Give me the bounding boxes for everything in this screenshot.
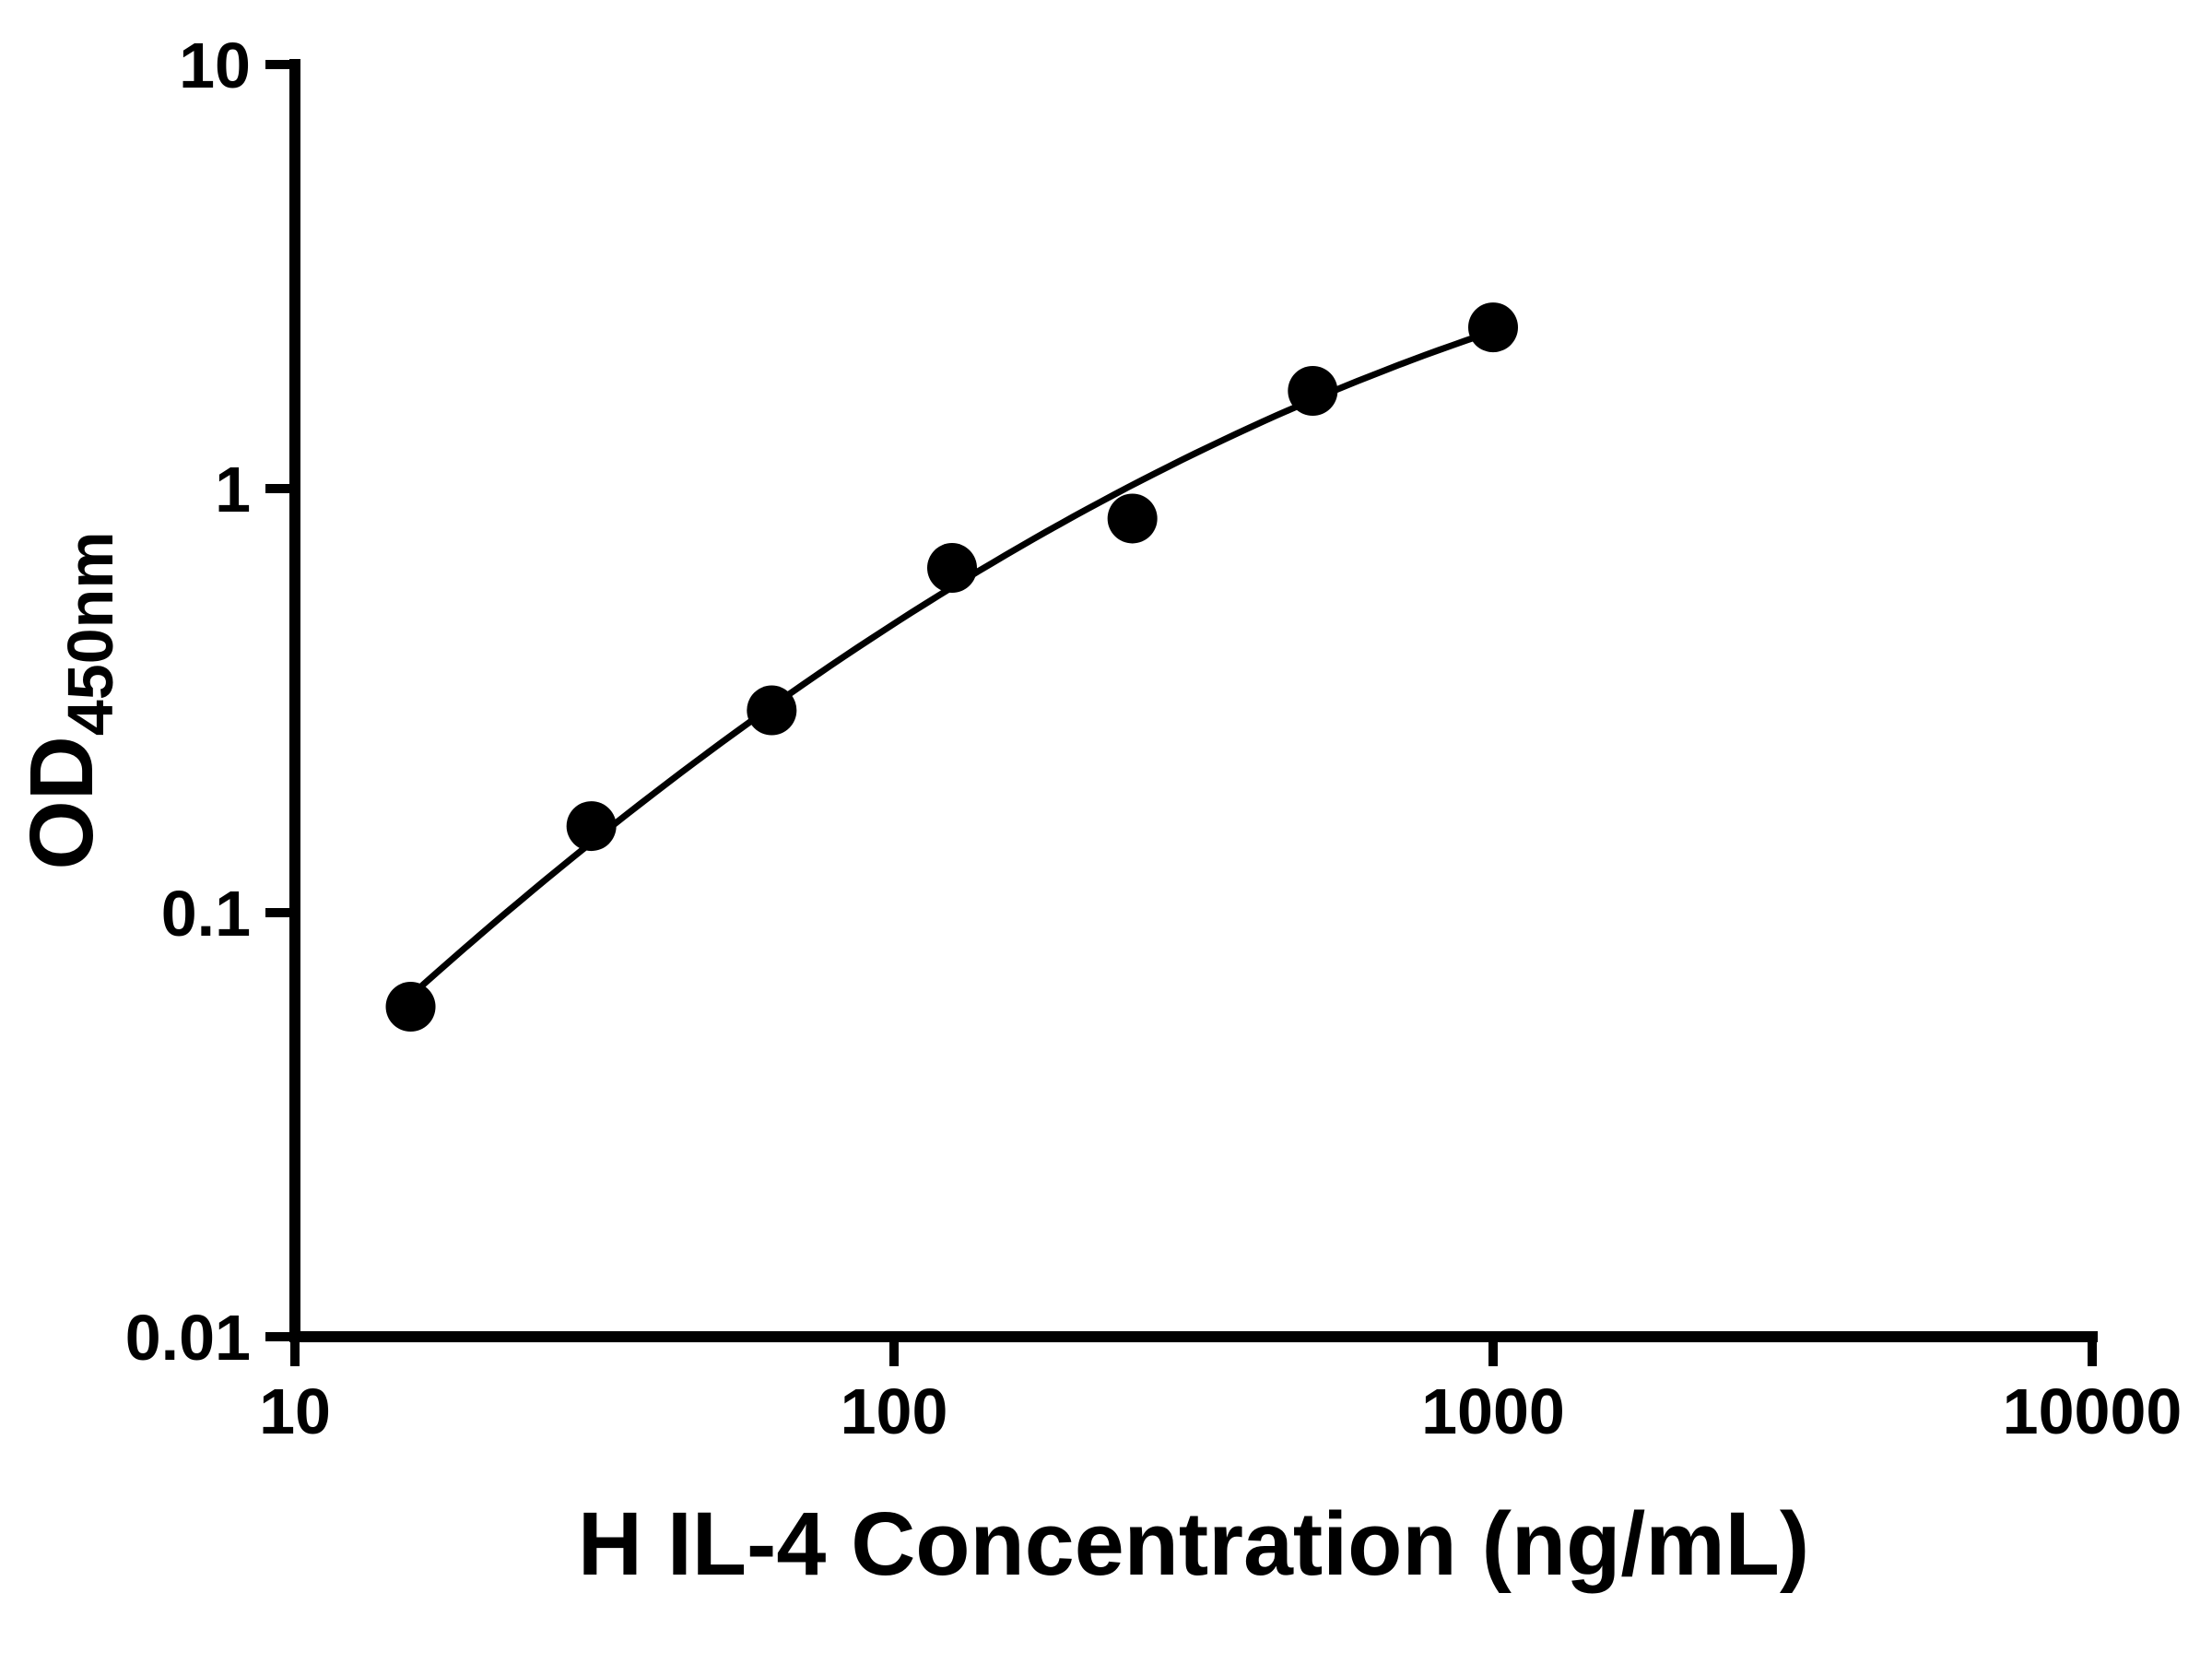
x-tick-label: 10 [259,1375,331,1447]
x-tick-label: 10000 [2003,1375,2183,1447]
x-tick-label: 1000 [1421,1375,1565,1447]
y-tick-label: 1 [215,454,251,525]
chart-plot-area: 10 100 1000 10000 0.01 0.1 1 10 [125,30,2183,1447]
y-axis-title-main: OD [11,736,112,870]
data-point [566,801,617,852]
fit-curve [408,328,1495,998]
y-axis-title-subscript: 450nm [54,531,126,736]
x-tick-label: 100 [841,1375,948,1447]
y-tick-label: 0.1 [161,878,251,950]
data-point [1288,365,1338,416]
data-point [926,543,977,594]
data-point [1107,493,1158,544]
data-point [1468,302,1518,353]
y-tick-label: 0.01 [125,1302,251,1374]
y-tick-label: 10 [179,30,251,101]
y-axis-title: OD450nm [11,531,126,869]
data-point [747,685,797,736]
data-point [385,982,436,1033]
x-axis-title: H IL-4 Concentration (ng/mL) [578,1493,1809,1594]
axes [289,59,2098,1342]
